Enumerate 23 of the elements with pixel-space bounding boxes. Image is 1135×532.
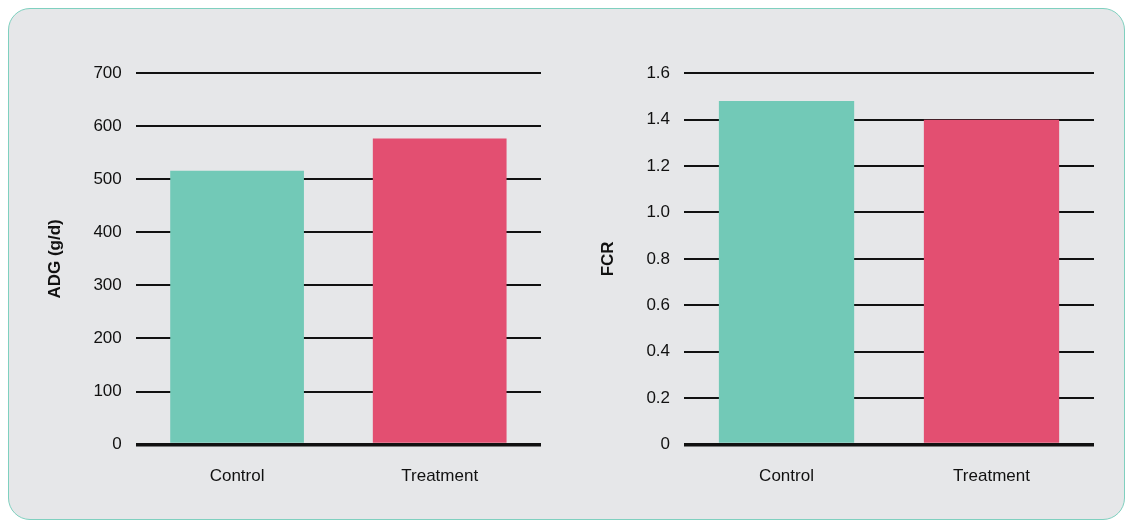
x-tick-label: Treatment (401, 466, 479, 486)
y-tick-label: 0.8 (646, 248, 671, 268)
x-tick-label: Control (209, 466, 265, 486)
y-tick-label: 1.4 (646, 109, 671, 129)
y-tick-label: 300 (93, 275, 122, 295)
y-tick-label: 0 (660, 434, 671, 454)
x-tick-label: Control (759, 466, 814, 486)
y-axis-title: FCR (597, 241, 617, 277)
y-tick-label: 1.0 (646, 202, 671, 222)
y-axis-title: ADG (g/d) (44, 219, 64, 299)
y-tick-label: 1.2 (646, 155, 671, 175)
y-tick-label: 700 (93, 62, 122, 82)
y-tick-label: 1.6 (646, 62, 671, 82)
y-tick-label: 0.4 (646, 341, 671, 361)
y-tick-label: 0 (112, 434, 122, 454)
y-tick-label: 100 (93, 381, 122, 401)
y-tick-label: 500 (93, 169, 122, 188)
y-tick-label: 0.6 (646, 295, 671, 315)
x-tick-label: Treatment (953, 466, 1031, 486)
y-tick-label: 400 (93, 222, 122, 242)
y-tick-label: 0.2 (646, 387, 671, 407)
y-tick-label: 600 (93, 115, 122, 135)
y-tick-label: 200 (93, 328, 122, 348)
